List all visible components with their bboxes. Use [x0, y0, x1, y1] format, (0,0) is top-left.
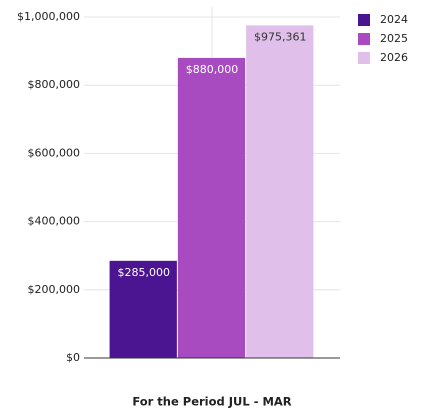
y-tick-label: $400,000 — [28, 215, 81, 228]
y-tick-label: $0 — [66, 351, 80, 364]
y-tick-label: $800,000 — [28, 78, 81, 91]
legend-swatch — [358, 14, 370, 26]
legend-label: 2025 — [380, 32, 408, 45]
legend-label: 2026 — [380, 51, 408, 64]
legend-swatch — [358, 52, 370, 64]
x-tick-label: For the Period JUL - MAR — [132, 395, 291, 409]
bar — [246, 25, 314, 359]
legend-label: 2024 — [380, 13, 408, 26]
legend-swatch — [358, 33, 370, 45]
value-label: $880,000 — [186, 63, 239, 76]
bar — [109, 260, 177, 358]
y-tick-label: $1,000,000 — [17, 10, 80, 23]
value-label: $285,000 — [117, 266, 170, 279]
bar — [177, 57, 246, 359]
y-tick-label: $200,000 — [28, 283, 81, 296]
y-tick-label: $600,000 — [28, 146, 81, 159]
value-label: $975,361 — [254, 30, 307, 43]
